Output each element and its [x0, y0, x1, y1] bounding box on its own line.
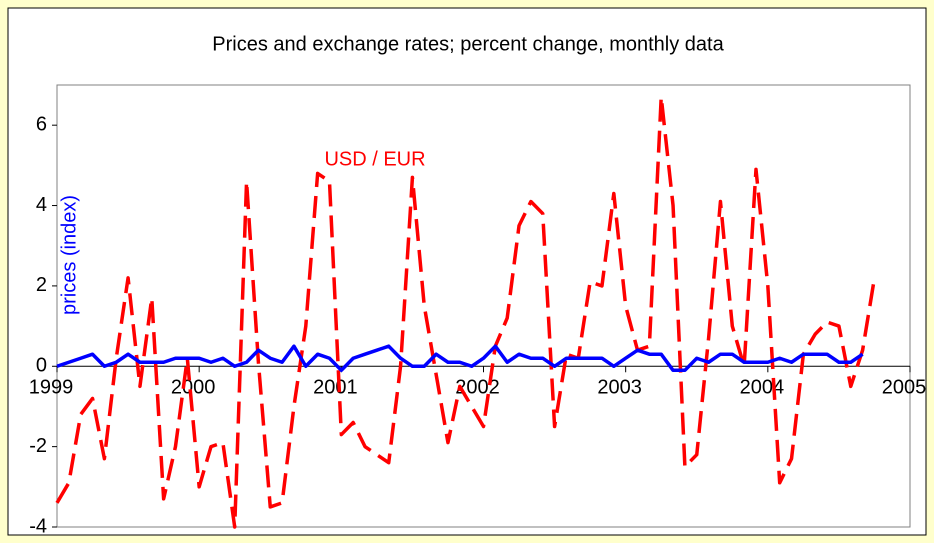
x-tick-label: 2004 [740, 377, 785, 399]
y-tick-label: 2 [36, 274, 47, 296]
x-tick-label: 2000 [171, 377, 216, 399]
series-line [55, 95, 877, 529]
x-tick-label: 1999 [29, 377, 74, 399]
x-tick-label: 2003 [597, 377, 642, 399]
annotation: USD / EUR [324, 148, 425, 170]
y-tick-label: 6 [36, 113, 47, 135]
y-tick-label: 4 [36, 194, 47, 216]
x-tick-label: 2005 [882, 377, 927, 399]
y-tick-label: -4 [29, 515, 47, 537]
y-tick-label: -2 [29, 435, 47, 457]
plot-area [56, 84, 911, 528]
annotation: prices (index) [58, 195, 80, 315]
x-tick-label: 2001 [313, 377, 358, 399]
series-line [56, 344, 864, 373]
chart-title: Prices and exchange rates; percent chang… [212, 33, 724, 55]
y-tick-label: 0 [36, 355, 47, 377]
